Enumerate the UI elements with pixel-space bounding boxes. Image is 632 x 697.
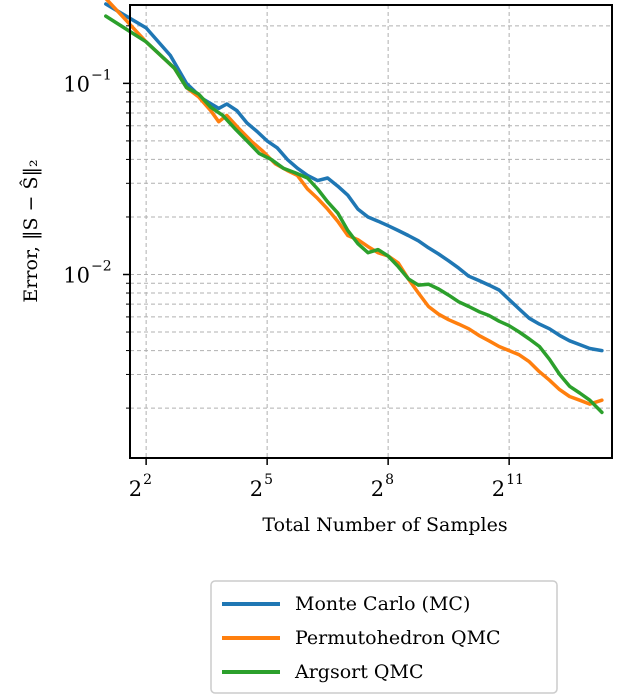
x-tick-exponent: 5: [264, 472, 273, 488]
y-tick-base: 10: [63, 264, 90, 288]
y-tick-exponent: −1: [91, 67, 112, 83]
x-tick-base: 2: [250, 477, 263, 501]
legend-label-argsort: Argsort QMC: [294, 661, 423, 683]
plot-frame: [129, 4, 613, 459]
grid-lines: [130, 5, 612, 458]
legend-frame: [210, 580, 558, 694]
y-tick-base: 10: [63, 72, 90, 96]
x-tick-base: 2: [129, 477, 142, 501]
legend-label-mc: Monte Carlo (MC): [295, 593, 470, 615]
x-axis-title: Total Number of Samples: [262, 514, 507, 536]
legend: Monte Carlo (MC) Permutohedron QMC Argso…: [210, 580, 558, 694]
x-tick-base: 2: [371, 477, 384, 501]
y-tick-label: 10 −2: [63, 259, 111, 288]
x-tick-label: 2 11: [492, 472, 524, 501]
y-tick-exponent: −2: [91, 259, 112, 275]
series-line-2: [104, 14, 604, 415]
x-tick-base: 2: [492, 477, 505, 501]
y-axis-title: Error, ‖S − Ŝ‖₂: [19, 159, 42, 302]
y-tick-label: 10 −1: [63, 67, 111, 96]
x-tick-exponent: 2: [143, 472, 152, 488]
x-tick-exponent: 11: [506, 472, 524, 488]
x-tick-exponent: 8: [385, 472, 394, 488]
series-lines: [104, 0, 604, 415]
series-line-0: [104, 2, 604, 353]
legend-label-permutohedron: Permutohedron QMC: [295, 627, 501, 649]
